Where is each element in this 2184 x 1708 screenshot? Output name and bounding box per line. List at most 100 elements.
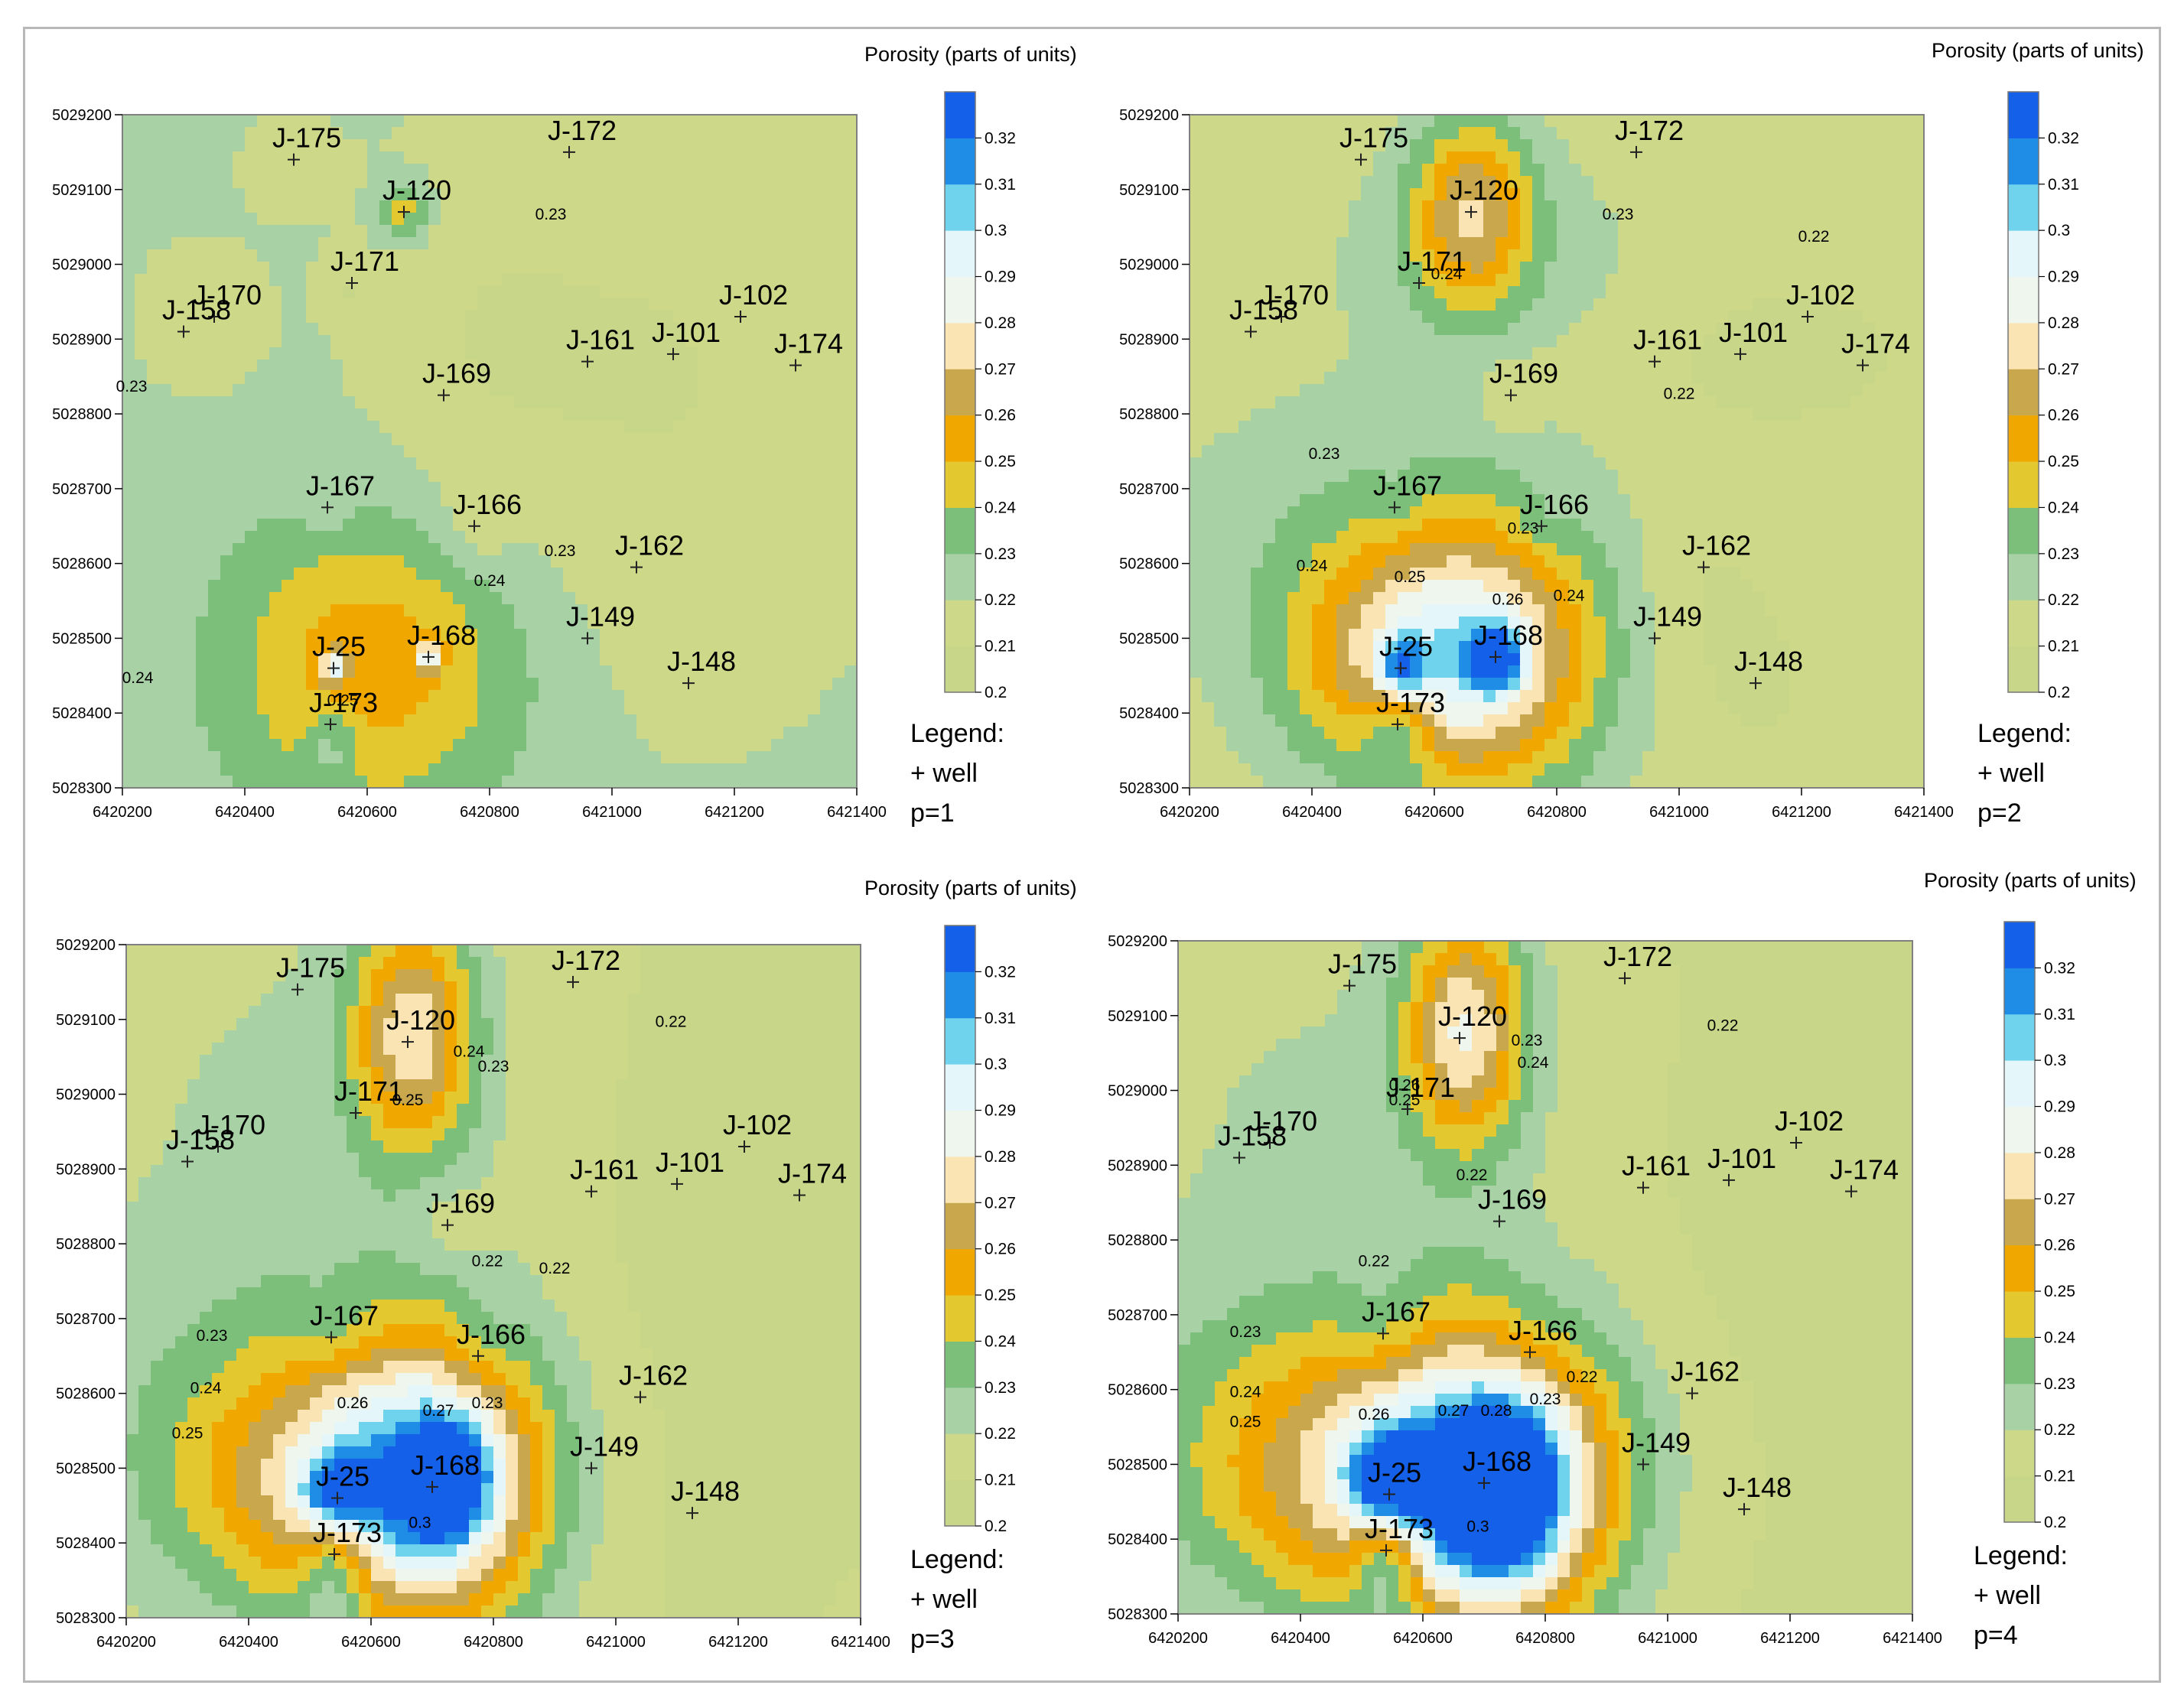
- field-cell: [587, 262, 601, 275]
- field-cell: [379, 249, 392, 262]
- field-cell: [1826, 213, 1839, 226]
- field-cell: [808, 323, 821, 336]
- field-cell: [1385, 274, 1398, 287]
- field-cell: [233, 457, 246, 470]
- field-cell: [404, 372, 417, 385]
- field-cell: [698, 237, 711, 250]
- field-cell: [685, 470, 698, 483]
- field-cell: [587, 678, 601, 691]
- field-cell: [404, 592, 417, 605]
- field-cell: [196, 482, 209, 495]
- field-cell: [747, 568, 760, 581]
- field-cell: [392, 164, 405, 177]
- field-cell: [122, 200, 135, 213]
- field-cell: [1618, 249, 1631, 262]
- field-cell: [1789, 127, 1802, 140]
- field-cell: [796, 751, 809, 764]
- field-cell: [612, 506, 625, 519]
- field-cell: [649, 262, 662, 275]
- field-cell: [685, 274, 698, 287]
- field-cell: [1324, 372, 1337, 385]
- field-cell: [1263, 359, 1276, 373]
- field-cell: [1557, 139, 1570, 152]
- field-cell: [563, 519, 576, 532]
- field-cell: [624, 470, 637, 483]
- field-cell: [783, 678, 796, 691]
- field-cell: [612, 457, 625, 470]
- field-cell: [306, 702, 319, 715]
- field-cell: [1373, 359, 1386, 373]
- field-cell: [441, 213, 454, 226]
- field-cell: [1899, 237, 1912, 250]
- field-cell: [783, 200, 796, 213]
- field-cell: [465, 200, 478, 213]
- field-cell: [796, 470, 809, 483]
- field-cell: [1912, 323, 1925, 336]
- field-cell: [1398, 359, 1411, 373]
- field-cell: [771, 702, 784, 715]
- field-cell: [747, 408, 760, 421]
- field-cell: [636, 763, 649, 776]
- field-cell: [1642, 274, 1655, 287]
- field-cell: [1496, 151, 1509, 164]
- field-cell: [404, 457, 417, 470]
- field-cell: [306, 555, 319, 568]
- field-cell: [208, 421, 221, 434]
- field-cell: [600, 237, 613, 250]
- field-cell: [257, 506, 270, 519]
- field-cell: [147, 617, 160, 630]
- field-cell: [465, 323, 478, 336]
- field-cell: [1667, 213, 1680, 226]
- field-cell: [808, 702, 821, 715]
- field-cell: [184, 543, 197, 556]
- field-cell: [343, 690, 356, 703]
- field-cell: [1287, 213, 1300, 226]
- well-label: J-168: [407, 620, 476, 651]
- field-cell: [1410, 139, 1423, 152]
- field-cell: [306, 604, 319, 617]
- well-label: J-25: [312, 631, 366, 662]
- field-cell: [1434, 384, 1447, 397]
- field-cell: [233, 274, 246, 287]
- field-cell: [208, 139, 221, 152]
- field-cell: [233, 617, 246, 630]
- field-cell: [649, 286, 662, 299]
- field-cell: [465, 286, 478, 299]
- field-cell: [1447, 372, 1460, 385]
- field-cell: [575, 396, 588, 409]
- field-cell: [122, 396, 135, 409]
- field-cell: [453, 776, 466, 789]
- field-cell: [747, 421, 760, 434]
- field-cell: [587, 727, 601, 740]
- field-cell: [1434, 311, 1447, 324]
- field-cell: [1691, 262, 1704, 275]
- field-cell: [184, 298, 197, 311]
- field-cell: [1422, 262, 1435, 275]
- field-cell: [392, 384, 405, 397]
- field-cell: [649, 617, 662, 630]
- field-cell: [747, 506, 760, 519]
- field-cell: [832, 727, 845, 740]
- field-cell: [233, 580, 246, 593]
- field-cell: [465, 262, 478, 275]
- field-cell: [233, 213, 246, 226]
- field-cell: [453, 470, 466, 483]
- field-cell: [783, 776, 796, 789]
- field-cell: [673, 776, 686, 789]
- field-cell: [392, 592, 405, 605]
- field-cell: [1336, 164, 1349, 177]
- field-cell: [526, 727, 539, 740]
- field-cell: [404, 531, 417, 544]
- field-cell: [318, 213, 331, 226]
- field-cell: [1728, 408, 1741, 421]
- field-cell: [796, 702, 809, 715]
- field-cell: [832, 519, 845, 532]
- field-cell: [1447, 286, 1460, 299]
- field-cell: [257, 262, 270, 275]
- field-cell: [587, 372, 601, 385]
- field-cell: [465, 139, 478, 152]
- field-cell: [1679, 115, 1692, 128]
- field-cell: [1471, 249, 1484, 262]
- field-cell: [1471, 188, 1484, 201]
- field-cell: [147, 519, 160, 532]
